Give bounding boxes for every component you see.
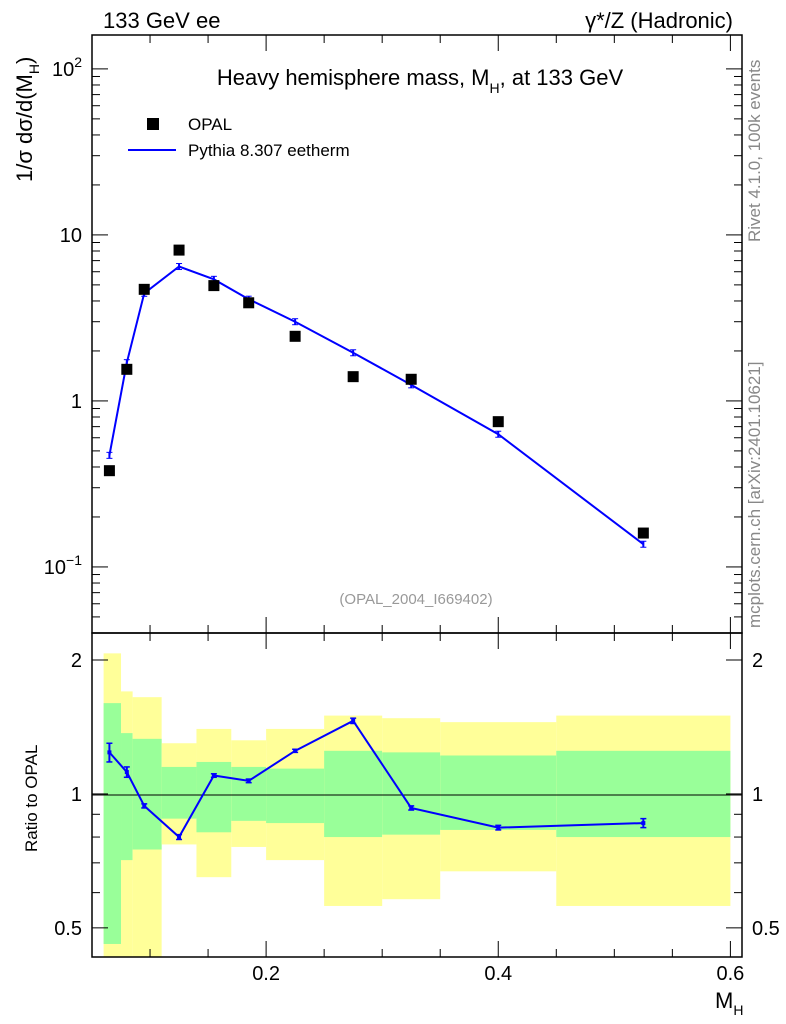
ratio-ytick-label-left: 1 [71, 784, 82, 806]
header-right: γ*/Z (Hadronic) [585, 8, 733, 33]
main-ytick-label: 10−1 [44, 552, 82, 579]
ratio-point [124, 770, 129, 775]
ratio-frame [91, 632, 743, 958]
ratio-xtick-label: 0.2 [252, 963, 280, 985]
ratio-point [177, 835, 182, 840]
ytick-base: 10 [44, 557, 66, 579]
ratio-stat-band [161, 766, 197, 819]
legend: OPAL Pythia 8.307 eetherm [128, 115, 350, 160]
header-left: 133 GeV ee [103, 8, 220, 33]
ratio-point [142, 803, 147, 808]
title-text: Heavy hemisphere mass, M [217, 65, 490, 90]
ratio-ytick-label-right: 2 [752, 650, 763, 672]
ratio-point [211, 773, 216, 778]
ratio-point [351, 718, 356, 723]
title-sub: H [490, 80, 500, 96]
legend-label-pythia: Pythia 8.307 eetherm [188, 141, 350, 160]
ratio-point [107, 750, 112, 755]
ytick-base: 10 [52, 59, 74, 81]
data-point [405, 373, 417, 385]
ratio-point [641, 821, 646, 826]
ratio-bands [103, 653, 731, 957]
ratio-stat-band [231, 766, 267, 821]
ratio-point [246, 778, 251, 783]
ratio-stat-band [266, 768, 325, 824]
ratio-stat-band [382, 752, 441, 835]
rivet-label: Rivet 4.1.0, 100k events [745, 60, 764, 242]
ratio-point [496, 825, 501, 830]
data-point [208, 280, 220, 292]
data-point [173, 244, 185, 256]
ytick-base: 1 [71, 391, 82, 413]
main-ytick-label: 1 [71, 391, 82, 413]
ratio-stat-band [440, 755, 557, 830]
main-ytick-label: 10 [60, 225, 82, 247]
ratio-ytick-label-left: 2 [71, 650, 82, 672]
ylabel-text: 1/σ dσ/d(M [12, 74, 37, 182]
ratio-series-layer [106, 717, 647, 841]
ratio-stat-band [121, 733, 133, 861]
ratio-stat-band [132, 738, 162, 850]
ratio-point [409, 805, 414, 810]
mcplots-label: mcplots.cern.ch [arXiv:2401.10621] [745, 362, 764, 628]
data-point [492, 416, 504, 428]
data-point [103, 465, 115, 477]
ratio-xtick-label: 0.4 [484, 963, 512, 985]
ylabel-suffix: ) [12, 57, 37, 64]
data-point [289, 330, 301, 342]
main-ytick-label: 102 [52, 54, 82, 81]
ratio-xlabel: MH [715, 988, 743, 1018]
ylabel-sub: H [26, 64, 42, 74]
ratio-ytick-label-right: 0.5 [752, 918, 780, 940]
title-suffix: , at 133 GeV [500, 65, 624, 90]
ratio-stat-band [324, 750, 383, 838]
data-point [347, 371, 359, 383]
data-point [138, 283, 150, 295]
ratio-ylabel: Ratio to OPAL [22, 745, 41, 852]
main-title: Heavy hemisphere mass, MH, at 133 GeV [217, 65, 624, 96]
ytick-exponent: 2 [74, 54, 82, 70]
mc-line [108, 265, 644, 546]
ratio-xtick-label: 0.6 [716, 963, 744, 985]
ytick-base: 10 [60, 225, 82, 247]
ratio-axis-ticks: 2 2 1 1 0.5 0.5 0.2 0.4 0.6 [54, 633, 780, 985]
ratio-stat-band [103, 703, 122, 944]
analysis-id: (OPAL_2004_I669402) [339, 591, 492, 608]
ratio-point [293, 748, 298, 753]
xlabel-sub: H [733, 1002, 743, 1018]
legend-marker-opal [147, 118, 159, 130]
main-ylabel: 1/σ dσ/d(MH) [12, 57, 42, 182]
ratio-ytick-label-left: 0.5 [54, 918, 82, 940]
data-point [243, 297, 255, 309]
data-point [637, 527, 649, 539]
ytick-exponent: −1 [66, 552, 82, 568]
main-series-layer [103, 244, 649, 548]
ratio-panel: 2 2 1 1 0.5 0.5 0.2 0.4 0.6 Ratio to OPAL MH [22, 632, 780, 1018]
legend-label-opal: OPAL [188, 115, 232, 134]
xlabel-text: M [715, 988, 733, 1013]
data-point [121, 363, 133, 375]
ratio-ytick-label-right: 1 [752, 784, 763, 806]
